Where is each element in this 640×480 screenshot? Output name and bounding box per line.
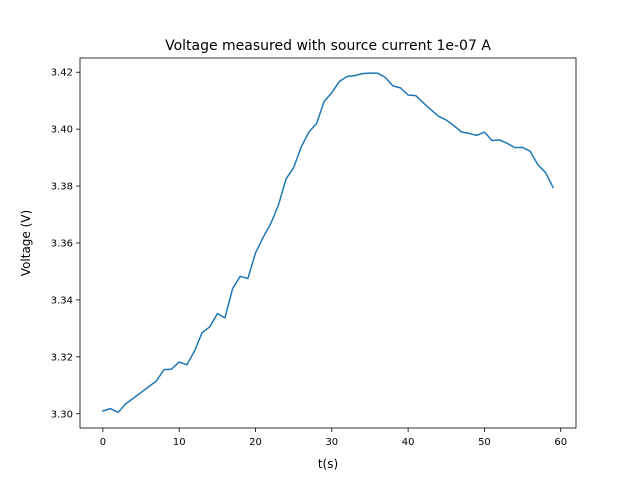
y-tick-label: 3.32 (51, 352, 73, 363)
x-tick-label: 10 (173, 437, 186, 448)
y-tick-label: 3.42 (51, 68, 73, 79)
plot-area (80, 58, 576, 428)
y-tick-label: 3.30 (51, 409, 73, 420)
x-tick-label: 20 (249, 437, 262, 448)
plot-frame (79, 57, 577, 429)
x-tick-label: 40 (402, 437, 415, 448)
chart-title: Voltage measured with source current 1e-… (165, 38, 491, 54)
x-tick-label: 0 (100, 437, 106, 448)
y-tick-label: 3.40 (51, 125, 73, 136)
x-axis-label: t(s) (318, 457, 338, 471)
y-tick-label: 3.38 (51, 182, 73, 193)
x-tick-label: 50 (478, 437, 491, 448)
y-axis-label: Voltage (V) (19, 210, 33, 276)
x-tick-label: 30 (325, 437, 338, 448)
y-tick-label: 3.36 (51, 239, 73, 250)
voltage-series-line (101, 72, 555, 414)
x-tick-label: 60 (554, 437, 567, 448)
y-axis-ticks: 3.30 3.32 3.34 3.36 3.38 3.40 3.42 (51, 68, 80, 420)
y-tick-label: 3.34 (51, 295, 73, 306)
x-axis-ticks: 0 10 20 30 40 50 60 (100, 428, 567, 448)
